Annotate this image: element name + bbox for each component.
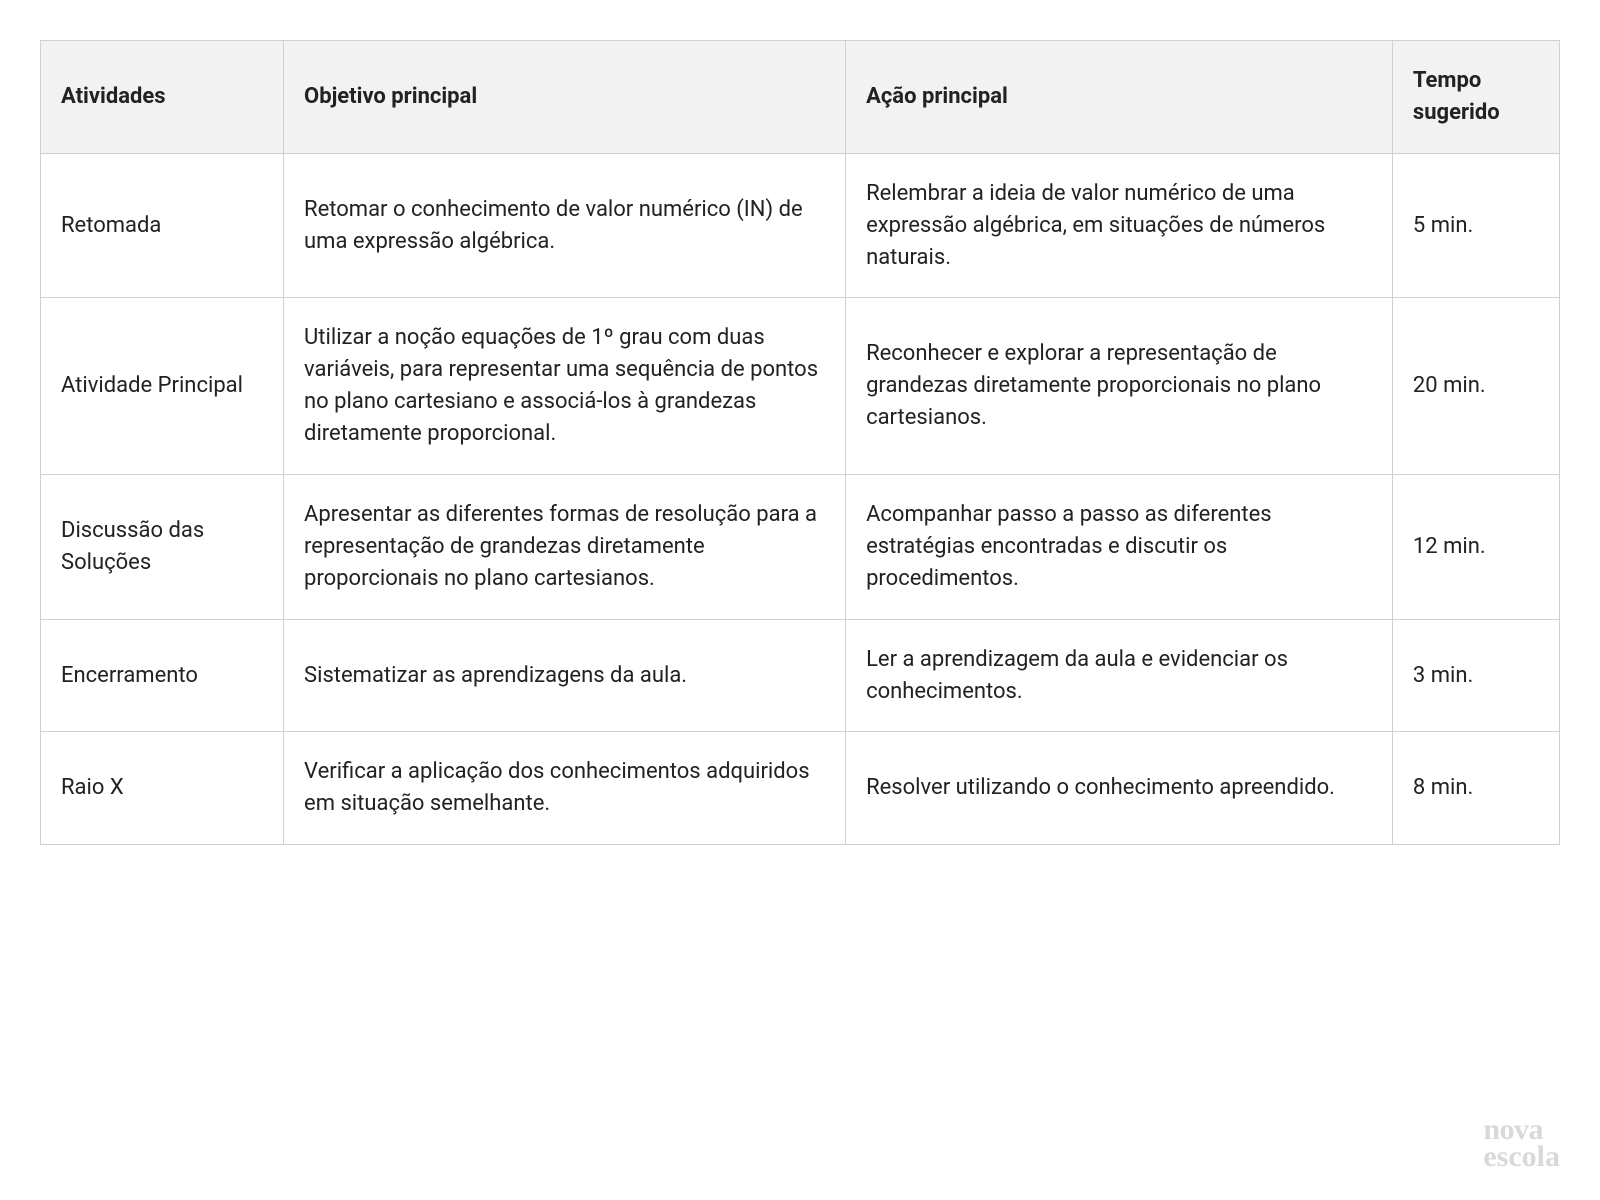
cell-acao: Acompanhar passo a passo as diferentes e… bbox=[846, 475, 1393, 620]
activities-table: Atividades Objetivo principal Ação princ… bbox=[40, 40, 1560, 845]
cell-acao: Reconhecer e explorar a representação de… bbox=[846, 298, 1393, 475]
cell-objetivo: Retomar o conhecimento de valor numérico… bbox=[284, 153, 846, 298]
col-header-atividades: Atividades bbox=[41, 41, 284, 154]
logo-line-1: nova bbox=[1483, 1116, 1560, 1143]
cell-objetivo: Utilizar a noção equações de 1º grau com… bbox=[284, 298, 846, 475]
table-header-row: Atividades Objetivo principal Ação princ… bbox=[41, 41, 1560, 154]
cell-acao: Relembrar a ideia de valor numérico de u… bbox=[846, 153, 1393, 298]
cell-atividade: Discussão das Soluções bbox=[41, 475, 284, 620]
col-header-tempo: Tempo sugerido bbox=[1392, 41, 1559, 154]
cell-acao: Resolver utilizando o conhecimento apree… bbox=[846, 732, 1393, 845]
cell-objetivo: Verificar a aplicação dos conhecimentos … bbox=[284, 732, 846, 845]
logo-line-2: escola bbox=[1483, 1143, 1560, 1170]
cell-objetivo: Sistematizar as aprendizagens da aula. bbox=[284, 619, 846, 732]
cell-tempo: 8 min. bbox=[1392, 732, 1559, 845]
table-row: Raio X Verificar a aplicação dos conheci… bbox=[41, 732, 1560, 845]
cell-atividade: Raio X bbox=[41, 732, 284, 845]
cell-atividade: Atividade Principal bbox=[41, 298, 284, 475]
cell-tempo: 3 min. bbox=[1392, 619, 1559, 732]
table-row: Retomada Retomar o conhecimento de valor… bbox=[41, 153, 1560, 298]
cell-tempo: 12 min. bbox=[1392, 475, 1559, 620]
cell-objetivo: Apresentar as diferentes formas de resol… bbox=[284, 475, 846, 620]
nova-escola-logo: nova escola bbox=[1483, 1116, 1560, 1170]
cell-tempo: 20 min. bbox=[1392, 298, 1559, 475]
table-row: Discussão das Soluções Apresentar as dif… bbox=[41, 475, 1560, 620]
table-row: Encerramento Sistematizar as aprendizage… bbox=[41, 619, 1560, 732]
col-header-objetivo: Objetivo principal bbox=[284, 41, 846, 154]
cell-atividade: Encerramento bbox=[41, 619, 284, 732]
cell-atividade: Retomada bbox=[41, 153, 284, 298]
col-header-acao: Ação principal bbox=[846, 41, 1393, 154]
cell-tempo: 5 min. bbox=[1392, 153, 1559, 298]
table-row: Atividade Principal Utilizar a noção equ… bbox=[41, 298, 1560, 475]
cell-acao: Ler a aprendizagem da aula e evidenciar … bbox=[846, 619, 1393, 732]
